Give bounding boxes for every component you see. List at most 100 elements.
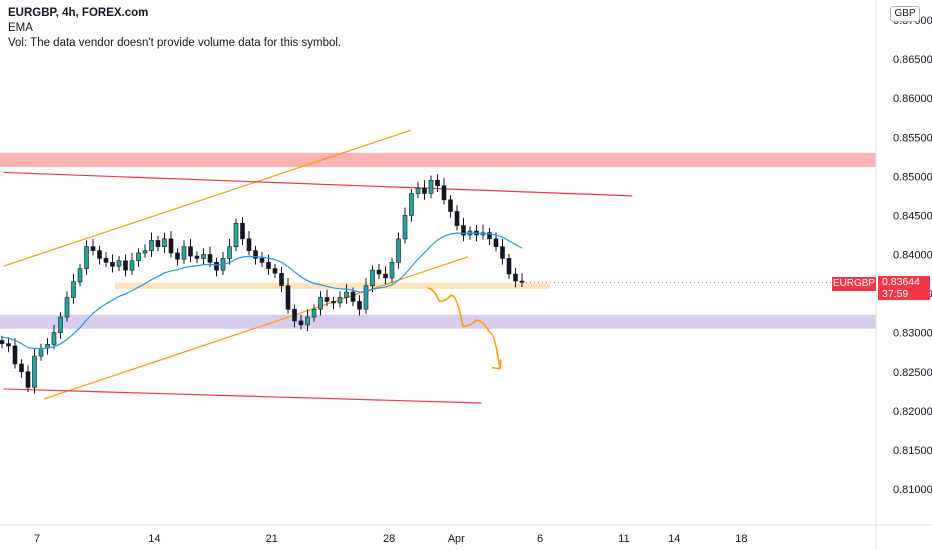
candle-down <box>493 238 499 247</box>
currency-badge[interactable]: GBP <box>890 6 920 22</box>
zone-support <box>0 314 876 329</box>
candle-down <box>253 250 258 259</box>
candle-up <box>71 281 76 298</box>
zone-mid <box>115 282 550 289</box>
candle-up <box>233 222 239 247</box>
candle-up <box>116 260 122 267</box>
price-tick-label: 0.81500 <box>893 445 932 457</box>
candle-up <box>305 316 310 326</box>
candle-down <box>357 301 362 310</box>
time-tick-label: Apr <box>448 533 465 545</box>
candle-up <box>227 246 232 259</box>
candle-down <box>97 250 102 259</box>
candle-down <box>19 363 24 373</box>
candle-down <box>168 238 174 254</box>
candle-up <box>181 246 187 260</box>
candle-down <box>513 273 518 282</box>
candle-down <box>259 258 265 263</box>
trend-upper <box>3 171 633 197</box>
candle-down <box>441 185 447 201</box>
price-tick-label: 0.84000 <box>893 250 932 262</box>
candle-up <box>77 268 83 283</box>
projected-path <box>427 287 501 369</box>
candle-down <box>155 240 161 247</box>
candle-up <box>84 246 89 269</box>
candle-up <box>370 269 375 287</box>
candle-down <box>6 343 11 347</box>
candle-down <box>298 320 304 326</box>
ema-line <box>1 232 523 350</box>
candle-down <box>12 345 18 365</box>
candle-down <box>324 297 330 302</box>
drawing-lines-layer <box>3 129 633 404</box>
candle-down <box>240 222 245 240</box>
candle-up <box>389 262 395 279</box>
projection-arrowhead <box>491 359 502 370</box>
price-tick-label: 0.82500 <box>893 367 932 379</box>
price-tick-label: 0.86000 <box>893 93 932 105</box>
price-tick-label: 0.83000 <box>893 328 932 340</box>
candle-down <box>25 371 31 388</box>
candle-down <box>454 211 460 226</box>
last-price-tag: 0.83644 37:59 <box>878 276 930 300</box>
price-axis: 0.870000.865000.860000.855000.850000.845… <box>893 15 932 496</box>
candle-down <box>500 246 505 259</box>
candle-down <box>285 285 291 310</box>
time-tick-label: 14 <box>668 533 680 545</box>
candle-down <box>214 262 219 271</box>
candle-up <box>32 355 37 388</box>
candle-down <box>90 246 96 251</box>
candle-up <box>38 347 44 357</box>
candle-down <box>448 199 453 212</box>
candle-down <box>188 246 193 257</box>
price-tick-label: 0.81000 <box>893 484 932 496</box>
candle-up <box>428 179 434 194</box>
candle-up <box>136 252 141 262</box>
candle-down <box>207 254 213 263</box>
chart-title: EURGBP, 4h, FOREX.com <box>8 7 149 19</box>
price-tick-label: 0.82000 <box>893 406 932 418</box>
zone-resistance <box>0 152 876 167</box>
time-tick-label: 6 <box>537 533 543 545</box>
candle-down <box>461 225 466 236</box>
time-axis: 7 14 21 28 Apr 6 11 14 18 <box>34 533 748 545</box>
candle-down <box>350 291 356 302</box>
candle-down <box>194 255 200 259</box>
time-tick-label: 11 <box>618 533 629 545</box>
bar-countdown: 37:59 <box>882 288 909 300</box>
indicator-label[interactable]: EMA <box>8 22 33 34</box>
trend-lower <box>3 388 482 404</box>
candle-up <box>142 250 148 254</box>
candle-up <box>396 238 401 263</box>
candle-down <box>103 258 109 263</box>
candle-up <box>162 238 167 247</box>
time-tick-label: 18 <box>735 533 747 545</box>
candle-down <box>0 340 5 344</box>
candle-up <box>311 308 317 318</box>
candle-down <box>487 232 492 240</box>
candle-down <box>376 269 382 275</box>
candle-down <box>272 268 278 274</box>
candle-up <box>149 240 154 251</box>
time-tick-label: 28 <box>383 533 395 545</box>
time-tick-label: 14 <box>148 533 160 545</box>
price-tick-label: 0.85000 <box>893 171 932 183</box>
candle-down <box>246 238 252 251</box>
candle-down <box>292 308 297 322</box>
last-price-value: 0.83644 <box>882 276 920 288</box>
candle-down <box>422 187 427 194</box>
candle-up <box>344 291 349 298</box>
candle-down <box>175 252 180 260</box>
candle-down <box>266 262 271 269</box>
candle-up <box>64 297 70 318</box>
candle-down <box>435 179 440 187</box>
candle-down <box>331 301 336 304</box>
candle-down <box>279 272 284 287</box>
candle-down <box>383 273 388 279</box>
candle-down <box>506 258 512 275</box>
candle-up <box>363 285 369 310</box>
candle-up <box>51 332 57 345</box>
time-tick-label: 21 <box>266 533 278 545</box>
volume-note: Vol: The data vendor doesn't provide vol… <box>8 37 342 49</box>
